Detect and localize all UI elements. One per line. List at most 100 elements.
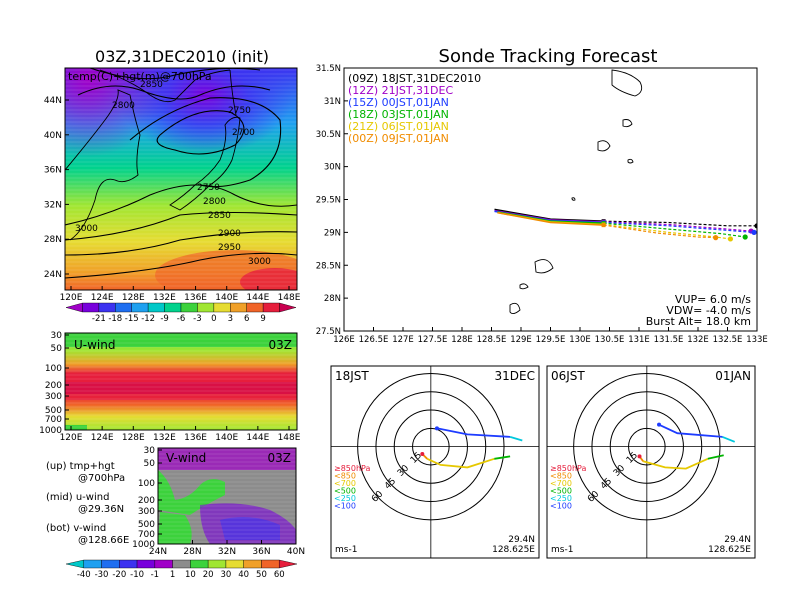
v-y-tick-label: 50: [144, 459, 156, 469]
track-line-descent: [603, 224, 716, 239]
track-line-descent: [603, 222, 746, 238]
temp-colorbar-label: 6: [244, 314, 249, 324]
v-x-tick-label: 32N: [218, 547, 236, 557]
u-x-tick-label: 124E: [91, 433, 114, 443]
hodograph-legend-entry: <850: [550, 472, 572, 481]
map-y-tick-label: 24N: [44, 270, 62, 280]
track-landing-point: [742, 234, 748, 240]
coastline-korea-china: [65, 89, 141, 241]
u-y-tick-label: 30: [51, 331, 63, 341]
temp-colorbar-swatch: [262, 302, 280, 313]
track-legend-entry: (00Z) 09JST,01JAN: [348, 132, 449, 145]
track-landing-point: [751, 229, 757, 235]
track-x-tick-label: 133E: [746, 335, 768, 345]
track-x-tick-label: 126.5E: [359, 335, 389, 345]
hodograph-legend-entry: ≥850hPa: [334, 464, 371, 473]
wind-colorbar-swatch: [261, 559, 280, 569]
track-y-tick-label: 30.5N: [316, 130, 341, 140]
wind-colorbar-label: 60: [274, 570, 285, 580]
temp-colorbar-swatch: [279, 302, 297, 313]
v-y-tick-label: 1000: [132, 540, 155, 550]
u-y-tick-label: 700: [45, 415, 62, 425]
wind-colorbar-label: -1: [151, 570, 159, 580]
wind-colorbar-label: -10: [130, 570, 144, 580]
side-note: @29.36N: [78, 504, 124, 515]
wind-colorbar-label: 30: [221, 570, 232, 580]
temp-colorbar-label: 0: [211, 314, 216, 324]
contour-label: 2800: [203, 197, 226, 207]
track-x-tick-label: 129.5E: [536, 335, 566, 345]
v-wind-time: 03Z: [268, 451, 292, 465]
hodograph-legend-entry: ≥850hPa: [550, 464, 587, 473]
contour-label: 2750: [228, 106, 251, 116]
track-y-tick-label: 30N: [324, 163, 341, 173]
temp-colorbar-swatch: [98, 302, 116, 313]
track-burst-point: [601, 223, 606, 228]
hodograph-corner-right: 31DEC: [495, 369, 535, 383]
track-x-tick-label: 127.5E: [418, 335, 448, 345]
hodograph-segment: [509, 436, 523, 442]
track-x-tick-label: 130E: [569, 335, 591, 345]
hodograph-legend-entry: <700: [334, 479, 356, 488]
hodograph-legend-entry: <500: [550, 487, 572, 496]
v-x-tick-label: 36N: [252, 547, 270, 557]
side-note: (bot) v-wind: [46, 523, 106, 534]
track-x-tick-label: 132E: [687, 335, 709, 345]
wind-colorbar-label: -30: [95, 570, 109, 580]
map-x-tick-label: 148E: [278, 293, 301, 303]
temperature-map-panel: 2850 2800 2750 2700 2750 2800 2850 2900 2950 3000…: [44, 67, 301, 324]
temp-colorbar-label: 9: [260, 314, 265, 324]
island-1: [622, 119, 633, 128]
track-landing-point: [727, 236, 734, 242]
wind-colorbar-swatch: [190, 559, 209, 569]
hodograph-unit: ms-1: [335, 545, 357, 555]
map-y-tick-label: 40N: [44, 131, 62, 141]
map-x-tick-label: 144E: [246, 293, 269, 303]
map-y-tick-label: 28N: [44, 235, 62, 245]
side-note: @128.66E: [78, 535, 129, 546]
temp-colorbar-label: -6: [177, 314, 185, 324]
hodograph-location-lat: 29.4N: [508, 535, 535, 545]
island-6: [509, 302, 521, 315]
track-x-tick-label: 131E: [628, 335, 650, 345]
temp-colorbar-swatch: [82, 302, 100, 313]
map-x-tick-label: 120E: [60, 293, 83, 303]
temp-colorbar-swatch: [65, 302, 83, 313]
v-y-tick-label: 200: [138, 496, 155, 506]
track-landing-point: [754, 223, 757, 229]
temp-colorbar-label: -9: [160, 314, 168, 324]
track-line-descent: [603, 220, 757, 227]
u-x-tick-label: 132E: [153, 433, 176, 443]
hodograph-location-lon: 128.625E: [492, 545, 535, 555]
map-y-tick-label: 32N: [44, 200, 62, 210]
left-title: 03Z,31DEC2010 (init): [95, 47, 269, 66]
hodograph-location-lat: 29.4N: [724, 535, 751, 545]
track-legend-entry: (21Z) 06JST,01JAN: [348, 120, 449, 133]
track-line-descent: [603, 223, 731, 240]
v-x-tick-label: 40N: [287, 547, 305, 557]
track-y-tick-label: 27.5N: [316, 327, 341, 337]
u-wind-time: 03Z: [269, 338, 293, 352]
wind-colorbar-swatch: [243, 559, 262, 569]
side-note: (mid) u-wind: [46, 492, 109, 503]
wind-colorbar-swatch: [136, 559, 156, 569]
track-x-tick-label: 128.5E: [477, 335, 507, 345]
hodograph-segment: [658, 423, 723, 438]
hodograph-upper-point: [434, 426, 439, 431]
island-2: [597, 140, 611, 152]
v-y-tick-label: 500: [138, 520, 155, 530]
track-x-tick-label: 126E: [333, 335, 355, 345]
right-title: Sonde Tracking Forecast: [439, 46, 658, 67]
u-y-tick-label: 1000: [39, 426, 62, 436]
wind-colorbar-label: 40: [238, 570, 249, 580]
temp-colorbar-label: -21: [92, 314, 106, 324]
track-legend-entry: (09Z) 18JST,31DEC2010: [348, 72, 481, 85]
contour-label: 2850: [208, 211, 231, 221]
wind-colorbar-swatch: [172, 559, 191, 569]
temp-colorbar-label: -15: [125, 314, 139, 324]
island-4: [571, 197, 576, 201]
track-line-descent: [603, 221, 752, 232]
hodograph-legend-entry: <100: [550, 502, 572, 511]
